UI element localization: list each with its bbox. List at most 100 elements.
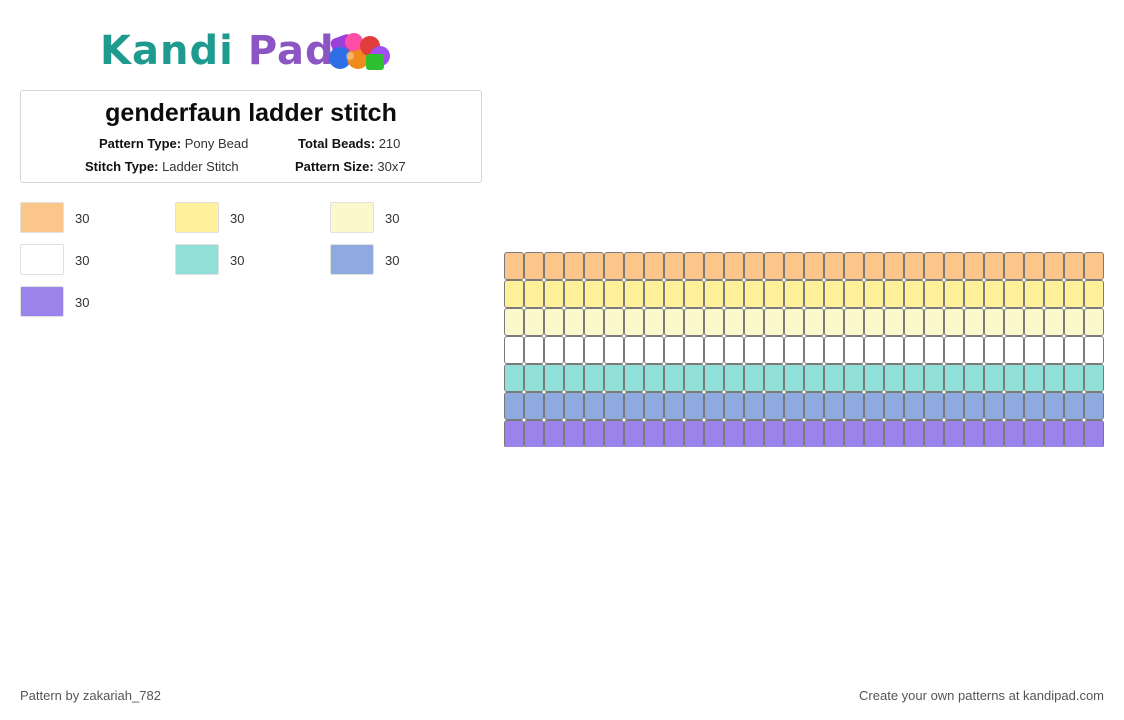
bead [624,280,644,308]
bead [864,280,884,308]
bead [1004,308,1024,336]
bead [684,308,704,336]
bead [604,280,624,308]
bead [904,392,924,420]
bead [604,420,624,447]
bead [824,280,844,308]
bead [944,392,964,420]
bead [1024,336,1044,364]
bead [984,364,1004,392]
bead [904,252,924,280]
bead [1064,308,1084,336]
color-swatch [20,244,64,275]
kandi-pad-logo: Kandi Pad [100,26,410,76]
color-swatch [20,286,64,317]
bead [964,420,984,447]
bead [644,280,664,308]
bead [844,308,864,336]
bead [784,252,804,280]
bead [724,420,744,447]
bead [704,252,724,280]
bead [604,308,624,336]
bead [624,420,644,447]
bead [864,364,884,392]
bead [944,252,964,280]
color-swatch [175,244,219,275]
bead [804,392,824,420]
bead [664,336,684,364]
bead [684,280,704,308]
bead [684,364,704,392]
bead [664,280,684,308]
bead [584,336,604,364]
bead [544,364,564,392]
pattern-type-label: Pattern Type: [99,136,182,151]
bead [964,392,984,420]
bead [844,336,864,364]
bead-count: 30 [230,253,245,268]
bead [924,252,944,280]
bead [724,392,744,420]
bead [864,252,884,280]
bead [784,364,804,392]
bead [564,392,584,420]
bead [1024,364,1044,392]
bead [904,420,924,447]
color-swatch [330,202,374,233]
bead [684,420,704,447]
bead [544,420,564,447]
bead [524,392,544,420]
bead [764,364,784,392]
bead [944,336,964,364]
bead [1024,420,1044,447]
bead-count: 30 [75,253,90,268]
bead [1024,280,1044,308]
bead [764,336,784,364]
bead [984,252,1004,280]
bead [924,336,944,364]
bead [644,420,664,447]
bead [1084,280,1104,308]
bead [564,364,584,392]
bead [804,420,824,447]
bead [524,336,544,364]
bead [884,280,904,308]
bead [904,308,924,336]
bead [564,280,584,308]
bead [724,336,744,364]
bead [824,420,844,447]
bead [964,280,984,308]
bead [604,336,624,364]
stitch-type-label: Stitch Type: [85,159,159,174]
bead-count: 30 [75,295,90,310]
bead [684,336,704,364]
bead [524,364,544,392]
bead [984,420,1004,447]
bead [504,308,524,336]
bead [924,392,944,420]
bead [744,392,764,420]
stitch-type: Stitch Type: Ladder Stitch [85,159,239,174]
kandipad-link[interactable]: Create your own patterns at kandipad.com [859,688,1104,703]
bead [1004,252,1024,280]
bead [784,280,804,308]
bead [724,280,744,308]
bead [1044,336,1064,364]
bead [744,252,764,280]
bead [884,420,904,447]
bead [784,336,804,364]
pattern-size: Pattern Size: 30x7 [295,159,406,174]
bead [1064,364,1084,392]
bead [704,420,724,447]
bead [864,308,884,336]
bead [924,280,944,308]
bead [884,252,904,280]
bead [784,308,804,336]
bead [1084,364,1104,392]
bead [584,280,604,308]
bead [564,252,584,280]
bead [644,364,664,392]
bead [724,308,744,336]
bead [844,364,864,392]
bead [504,252,524,280]
